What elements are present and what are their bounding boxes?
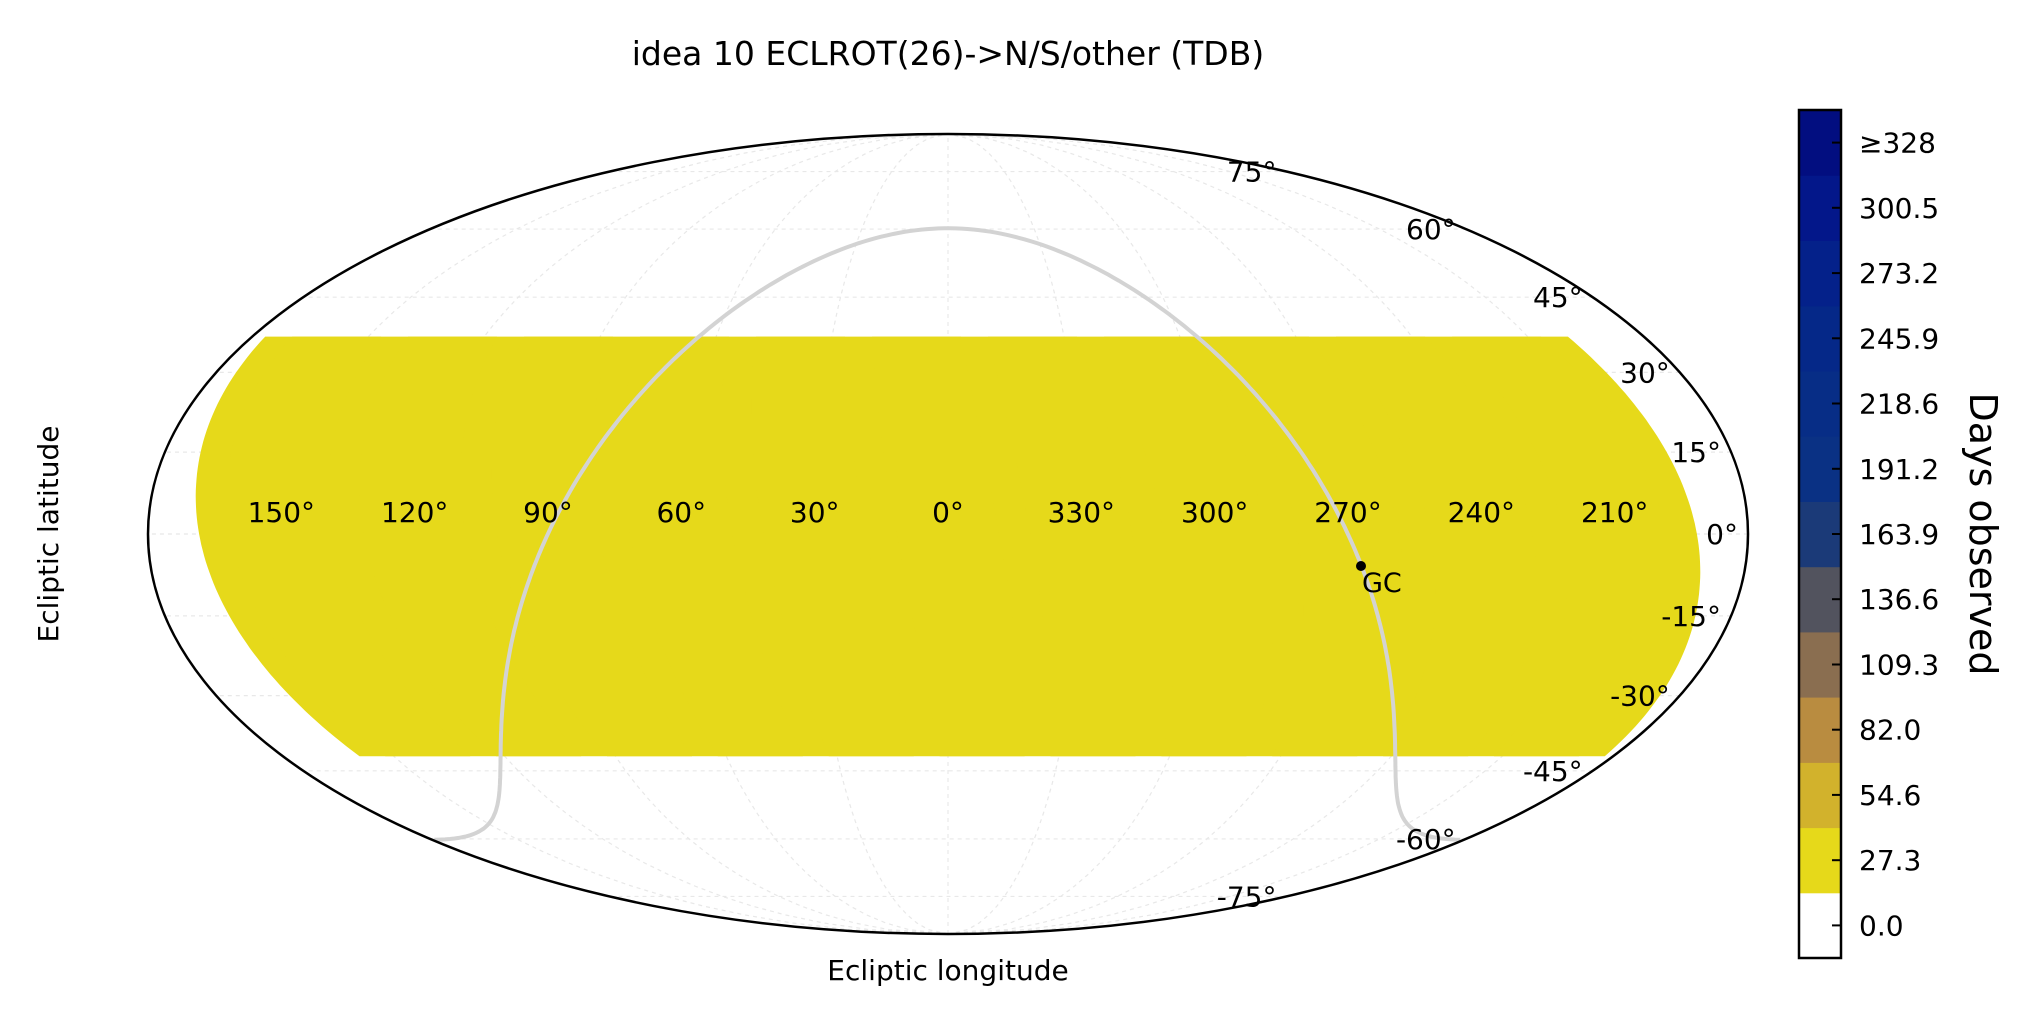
colorbar-tick-label: 82.0 — [1859, 714, 1921, 747]
observed-field — [622, 336, 803, 757]
latitude-tick-label: 45° — [1533, 281, 1583, 314]
longitude-gridline — [947, 134, 1349, 934]
observed-field — [1104, 336, 1274, 757]
observed-fields — [195, 336, 1701, 757]
mollweide-map: 150° 120° 90° 60° 30° 0° 330° 300° 270° 240° 210° … — [146, 132, 1750, 936]
colorbar-tick-label: 163.9 — [1859, 518, 1939, 551]
observed-field — [226, 336, 471, 757]
colorbar-tick-label: 0.0 — [1859, 909, 1904, 942]
longitude-gridline — [547, 134, 949, 934]
colorbar-tick-label: 109.3 — [1859, 649, 1939, 682]
latitude-tick-label: -75° — [1217, 880, 1277, 913]
latitude-tick-label: 0° — [1706, 518, 1738, 551]
longitude-tick-label: 300° — [1181, 496, 1248, 529]
colorbar: 0.0 27.3 54.6 82.0 109.3 136.6 163.9 191.2 218.6… — [1797, 108, 2005, 960]
galactic-center-marker — [1356, 561, 1366, 571]
longitude-gridline — [947, 134, 1082, 934]
longitude-tick-label: 210° — [1581, 496, 1648, 529]
observed-field — [491, 336, 693, 757]
longitude-tick-label: 30° — [790, 496, 840, 529]
map-outline — [146, 132, 1750, 936]
longitude-tick-label: 150° — [248, 496, 315, 529]
colorbar-tick-label: 191.2 — [1859, 453, 1939, 486]
longitude-tick-label: 240° — [1448, 496, 1515, 529]
colorbar-tick-label: ≥328 — [1859, 127, 1936, 160]
latitude-tick-label: 15° — [1671, 436, 1721, 469]
observed-field — [988, 336, 1145, 757]
longitude-tick-label: 0° — [932, 496, 964, 529]
galactic-plane-layer — [434, 226, 1461, 842]
latitude-tick-labels: 75° 60° 45° 30° 15° 0° -15° -30° -45° -60° -75° — [1217, 156, 1738, 914]
observed-field — [751, 336, 914, 757]
chart-title: idea 10 ECLROT(26)->N/S/other (TDB) — [632, 34, 1264, 73]
colorbar-label: Days observed — [1961, 392, 2005, 675]
colorbar-tick-label: 27.3 — [1859, 844, 1921, 877]
colorbar-tick-label: 136.6 — [1859, 583, 1939, 616]
colorbar-tick-label: 300.5 — [1859, 192, 1939, 225]
latitude-tick-label: -15° — [1661, 600, 1721, 633]
colorbar-tick-label: 245.9 — [1859, 322, 1939, 355]
observed-field — [1335, 336, 1537, 757]
colorbar-tick-label: 54.6 — [1859, 779, 1921, 812]
longitude-tick-label: 60° — [656, 496, 706, 529]
x-axis-label: Ecliptic longitude — [827, 954, 1068, 987]
latitude-tick-label: -60° — [1396, 823, 1456, 856]
longitude-tick-label: 270° — [1314, 496, 1381, 529]
observed-field — [1220, 336, 1405, 757]
y-axis-label: Ecliptic latitude — [32, 426, 65, 643]
galactic-center-label: GC — [1362, 568, 1402, 599]
longitude-tick-labels: 150° 120° 90° 60° 30° 0° 330° 300° 270° 240° 210° — [248, 496, 1649, 529]
galactic-plane-curve — [434, 226, 1461, 842]
observed-field — [359, 336, 582, 757]
colorbar-tick-label: 273.2 — [1859, 257, 1939, 290]
observed-field — [872, 336, 1025, 757]
colorbar-ticks: 0.0 27.3 54.6 82.0 109.3 136.6 163.9 191.2 218.6… — [1832, 127, 1939, 942]
longitude-gridline — [814, 134, 949, 934]
latitude-tick-label: 75° — [1227, 156, 1277, 189]
latitude-tick-label: -30° — [1610, 680, 1670, 713]
colorbar-tick-label: 218.6 — [1859, 388, 1939, 421]
longitude-tick-label: 120° — [381, 496, 448, 529]
latitude-tick-label: 30° — [1620, 356, 1670, 389]
latitude-tick-label: 60° — [1406, 213, 1456, 246]
longitude-tick-label: 90° — [523, 496, 573, 529]
longitude-tick-label: 330° — [1048, 496, 1115, 529]
observed-field — [1451, 336, 1670, 757]
latitude-tick-label: -45° — [1523, 755, 1583, 788]
